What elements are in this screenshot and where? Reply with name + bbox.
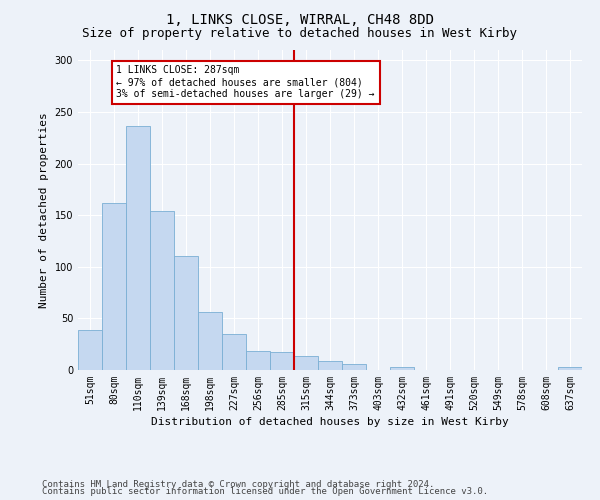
X-axis label: Distribution of detached houses by size in West Kirby: Distribution of detached houses by size … [151,417,509,427]
Y-axis label: Number of detached properties: Number of detached properties [39,112,49,308]
Bar [174,256,198,370]
Text: Size of property relative to detached houses in West Kirby: Size of property relative to detached ho… [83,28,517,40]
Bar [102,203,126,370]
Bar [150,211,174,370]
Text: 1, LINKS CLOSE, WIRRAL, CH48 8DD: 1, LINKS CLOSE, WIRRAL, CH48 8DD [166,12,434,26]
Text: Contains public sector information licensed under the Open Government Licence v3: Contains public sector information licen… [42,487,488,496]
Bar [78,330,102,370]
Text: Contains HM Land Registry data © Crown copyright and database right 2024.: Contains HM Land Registry data © Crown c… [42,480,434,489]
Bar [558,367,582,370]
Bar [198,312,222,370]
Bar [318,360,342,370]
Bar [270,352,294,370]
Bar [342,364,366,370]
Text: 1 LINKS CLOSE: 287sqm
← 97% of detached houses are smaller (804)
3% of semi-deta: 1 LINKS CLOSE: 287sqm ← 97% of detached … [116,66,375,98]
Bar [390,367,414,370]
Bar [246,352,270,370]
Bar [126,126,150,370]
Bar [294,356,318,370]
Bar [222,334,246,370]
